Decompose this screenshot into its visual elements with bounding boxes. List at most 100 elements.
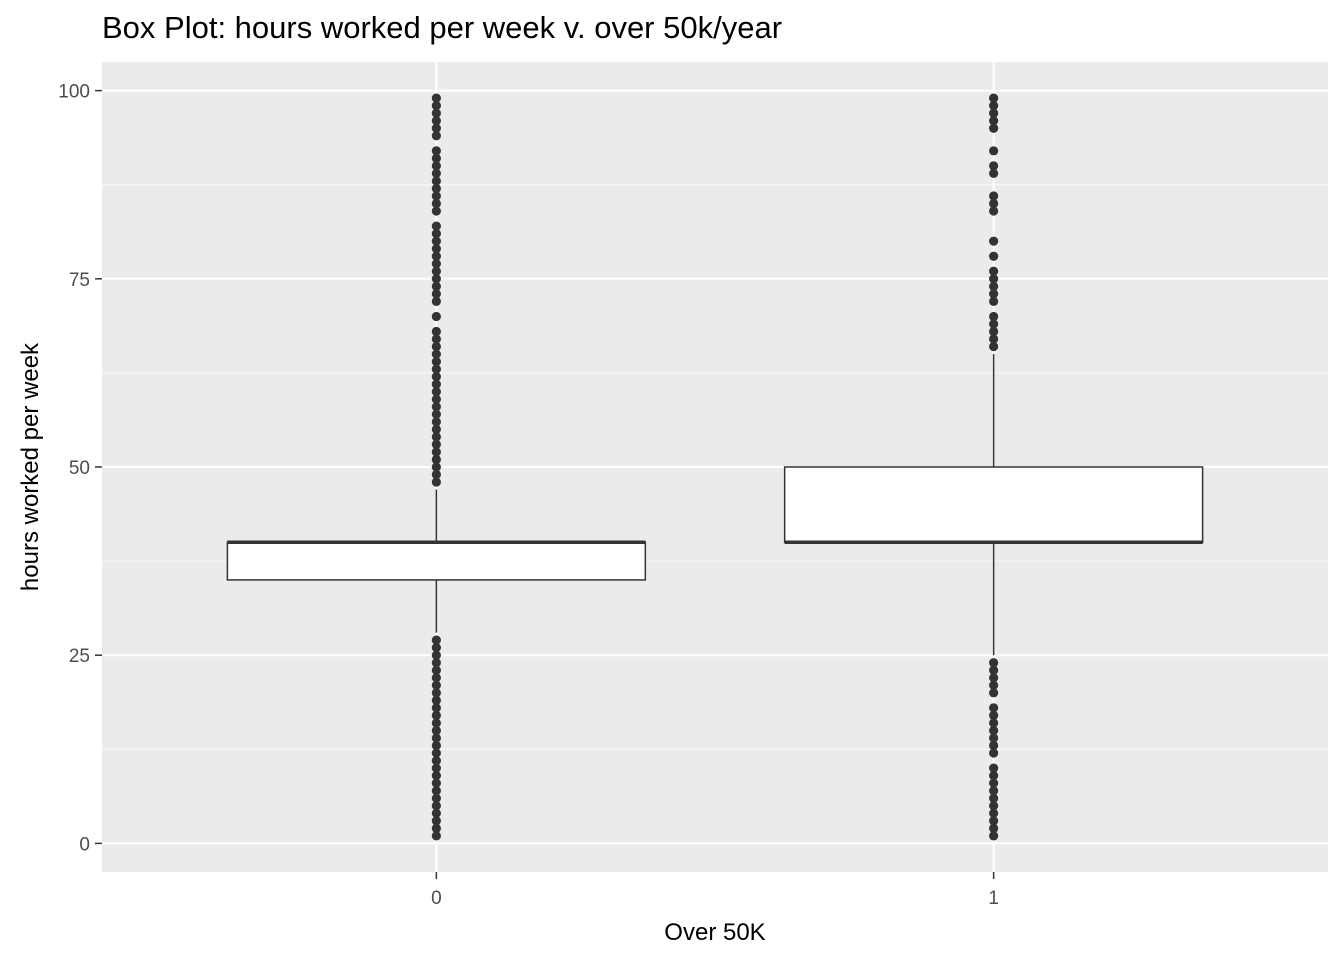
outlier-point: [989, 198, 999, 209]
outlier-point: [989, 101, 999, 111]
outlier-point: [431, 748, 441, 758]
outlier-point: [431, 259, 441, 269]
outlier-point: [431, 801, 441, 811]
outlier-point: [431, 326, 441, 337]
outlier-point: [989, 296, 999, 306]
y-tick-label: 25: [69, 646, 90, 667]
outlier-point: [431, 221, 441, 231]
outlier-point: [431, 379, 441, 389]
outlier-point: [431, 116, 441, 126]
outlier-point: [989, 823, 999, 833]
outlier-point: [431, 469, 441, 480]
y-tick-label: 50: [69, 458, 90, 479]
outlier-point: [431, 372, 441, 382]
outlier-point: [431, 394, 441, 404]
outlier-point: [989, 281, 999, 291]
outlier-point: [431, 778, 441, 788]
outlier-point: [431, 289, 441, 299]
outlier-point: [989, 733, 999, 743]
outlier-point: [431, 311, 441, 322]
outlier-point: [989, 93, 999, 103]
outlier-point: [989, 718, 999, 728]
outlier-point: [431, 808, 441, 818]
outlier-point: [431, 771, 441, 781]
outlier-point: [989, 289, 999, 299]
outlier-point: [431, 409, 441, 419]
outlier-point: [431, 229, 441, 239]
outlier-point: [989, 311, 999, 322]
outlier-point: [431, 108, 441, 118]
box-iqr: [783, 466, 1204, 544]
outlier-point: [431, 183, 441, 194]
outlier-point: [431, 266, 441, 276]
outlier-point: [431, 763, 441, 773]
outlier-point: [989, 808, 999, 818]
outlier-point: [431, 146, 441, 156]
outlier-point: [989, 319, 999, 329]
outlier-point: [989, 816, 999, 826]
outlier-point: [989, 778, 999, 788]
outlier-point: [989, 763, 999, 773]
outlier-point: [431, 703, 441, 713]
outlier-point: [431, 417, 441, 427]
outlier-point: [431, 658, 441, 668]
outlier-point: [431, 688, 441, 698]
outlier-point: [431, 710, 441, 721]
outlier-point: [431, 168, 441, 179]
y-axis-title: hours worked per week: [17, 342, 44, 591]
outlier-point: [989, 703, 999, 713]
outlier-point: [989, 801, 999, 811]
outlier-point: [431, 123, 441, 133]
outlier-point: [431, 334, 441, 344]
outlier-point: [989, 680, 999, 690]
outlier-point: [431, 357, 441, 367]
outlier-point: [431, 823, 441, 833]
outlier-point: [989, 688, 999, 698]
outlier-point: [431, 341, 441, 352]
minor-gridlines: [102, 184, 1328, 750]
outlier-point: [989, 326, 999, 337]
outlier-point: [431, 251, 441, 261]
y-tick-label: 100: [58, 82, 90, 103]
outlier-point: [431, 454, 441, 465]
outlier-point: [431, 447, 441, 457]
outlier-point: [431, 725, 441, 736]
outlier-point: [431, 462, 441, 472]
outlier-point: [431, 296, 441, 306]
outlier-point: [431, 432, 441, 442]
outlier-point: [431, 673, 441, 683]
outlier-point: [989, 123, 999, 133]
y-tick-label: 75: [69, 270, 90, 291]
outlier-point: [989, 658, 999, 668]
outlier-point: [989, 274, 999, 284]
outlier-point: [989, 341, 999, 352]
outlier-point: [431, 206, 441, 216]
outlier-point: [431, 793, 441, 803]
box-iqr: [226, 541, 647, 581]
outlier-point: [989, 665, 999, 675]
outlier-point: [431, 161, 441, 171]
outlier-point: [989, 191, 999, 201]
outlier-point: [989, 251, 999, 261]
chart-title: Box Plot: hours worked per week v. over …: [102, 10, 783, 45]
outlier-point: [431, 191, 441, 201]
outlier-point: [989, 146, 999, 156]
outlier-point: [431, 93, 441, 103]
outlier-point: [431, 733, 441, 743]
outlier-point: [989, 786, 999, 796]
outlier-point: [431, 153, 441, 163]
outlier-point: [431, 387, 441, 397]
outlier-point: [431, 740, 441, 751]
outlier-point: [431, 718, 441, 728]
outlier-point: [989, 831, 999, 841]
outlier-point: [431, 131, 441, 141]
outlier-point: [431, 477, 441, 487]
outlier-point: [431, 755, 441, 766]
outlier-point: [431, 281, 441, 291]
outlier-point: [989, 740, 999, 751]
x-tick-label: 0: [431, 888, 442, 909]
outlier-point: [989, 116, 999, 126]
outlier-point: [431, 402, 441, 412]
